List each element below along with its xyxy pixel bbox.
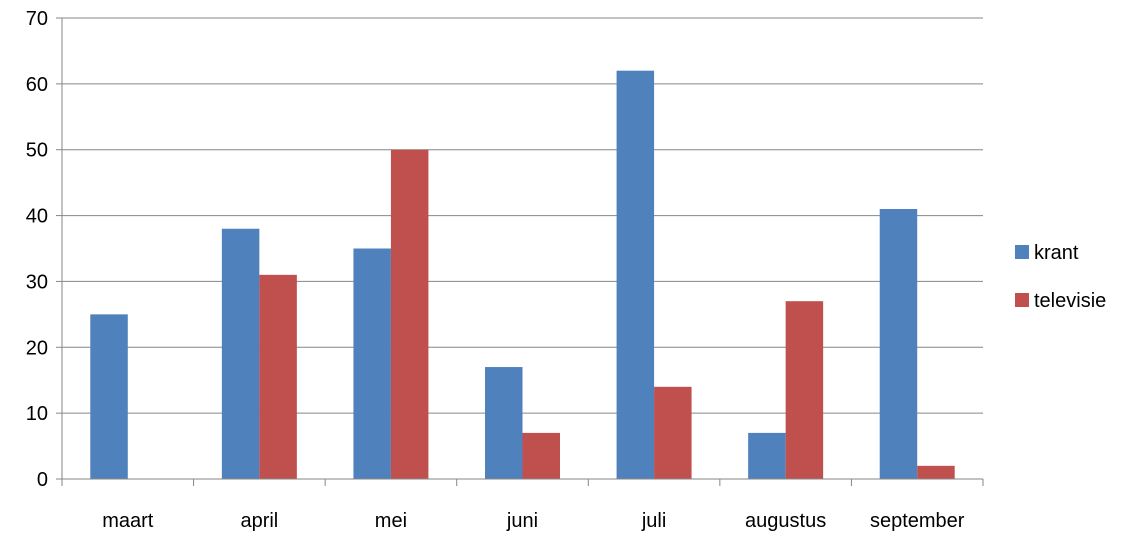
bar-krant-juli: [616, 70, 655, 479]
legend-swatch-krant: [1015, 245, 1029, 259]
x-tick-label: april: [240, 510, 278, 532]
bar-krant-augustus: [748, 432, 786, 479]
x-axis-tick-labels: maart april mei juni juli augustus september: [102, 510, 965, 532]
x-tick-label: juni: [506, 510, 538, 532]
legend: krant televisie: [1015, 242, 1106, 312]
bar-televisie-augustus: [785, 301, 824, 479]
bar-televisie-april: [259, 274, 297, 479]
y-tick-label: 50: [26, 140, 48, 162]
y-tick-label: 40: [26, 206, 48, 228]
bars: [90, 70, 955, 479]
x-tick-label: augustus: [745, 510, 826, 532]
bar-krant-maart: [90, 314, 128, 479]
y-tick-label: 60: [26, 74, 48, 96]
y-tick-label: 10: [26, 403, 48, 425]
bar-televisie-september: [917, 465, 955, 479]
x-tick-label: september: [870, 510, 965, 532]
bar-televisie-juli: [654, 386, 692, 479]
y-tick-label: 70: [26, 8, 48, 30]
y-axis-tick-labels: 0 10 20 30 40 50 60 70: [26, 8, 48, 491]
legend-label-krant: krant: [1034, 242, 1079, 264]
legend-swatch-televisie: [1015, 293, 1029, 307]
x-tick-label: mei: [375, 510, 407, 532]
axes: [56, 17, 984, 486]
bar-krant-juni: [485, 367, 523, 479]
bar-televisie-juni: [522, 432, 560, 479]
bar-televisie-mei: [390, 149, 429, 479]
gridlines: [62, 17, 983, 414]
bar-krant-september: [879, 208, 918, 479]
bar-krant-april: [221, 228, 260, 479]
y-tick-label: 30: [26, 271, 48, 293]
x-tick-label: juli: [641, 510, 666, 532]
bar-krant-mei: [353, 248, 391, 479]
y-tick-label: 0: [37, 469, 48, 491]
x-tick-label: maart: [102, 510, 154, 532]
y-tick-label: 20: [26, 337, 48, 359]
legend-label-televisie: televisie: [1034, 290, 1106, 312]
